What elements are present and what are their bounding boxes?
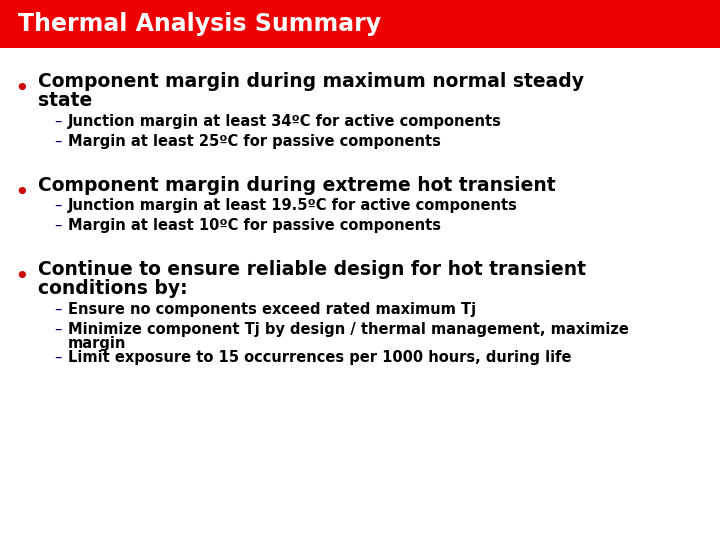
Text: –: –: [54, 134, 62, 149]
Text: Ensure no components exceed rated maximum Tj: Ensure no components exceed rated maximu…: [68, 302, 476, 317]
Text: –: –: [54, 198, 62, 213]
Text: •: •: [14, 77, 30, 101]
Text: margin: margin: [68, 336, 127, 351]
Text: Junction margin at least 19.5ºC for active components: Junction margin at least 19.5ºC for acti…: [68, 198, 518, 213]
Text: Junction margin at least 34ºC for active components: Junction margin at least 34ºC for active…: [68, 114, 502, 129]
Text: –: –: [54, 350, 62, 365]
Text: Continue to ensure reliable design for hot transient: Continue to ensure reliable design for h…: [38, 260, 586, 279]
Text: Component margin during maximum normal steady: Component margin during maximum normal s…: [38, 72, 584, 91]
Text: –: –: [54, 302, 62, 317]
Text: •: •: [14, 265, 30, 289]
Text: –: –: [54, 218, 62, 233]
Text: Margin at least 25ºC for passive components: Margin at least 25ºC for passive compone…: [68, 134, 441, 149]
Text: state: state: [38, 91, 92, 110]
Text: Margin at least 10ºC for passive components: Margin at least 10ºC for passive compone…: [68, 218, 441, 233]
Text: Minimize component Tj by design / thermal management, maximize: Minimize component Tj by design / therma…: [68, 322, 629, 337]
Bar: [0, 0, 720, 48]
Text: Thermal Analysis Summary: Thermal Analysis Summary: [18, 12, 381, 36]
Text: •: •: [14, 181, 30, 205]
Text: Component margin during extreme hot transient: Component margin during extreme hot tran…: [38, 176, 556, 195]
Text: conditions by:: conditions by:: [38, 279, 188, 298]
Text: –: –: [54, 322, 62, 337]
Text: –: –: [54, 114, 62, 129]
Text: Limit exposure to 15 occurrences per 1000 hours, during life: Limit exposure to 15 occurrences per 100…: [68, 350, 572, 365]
